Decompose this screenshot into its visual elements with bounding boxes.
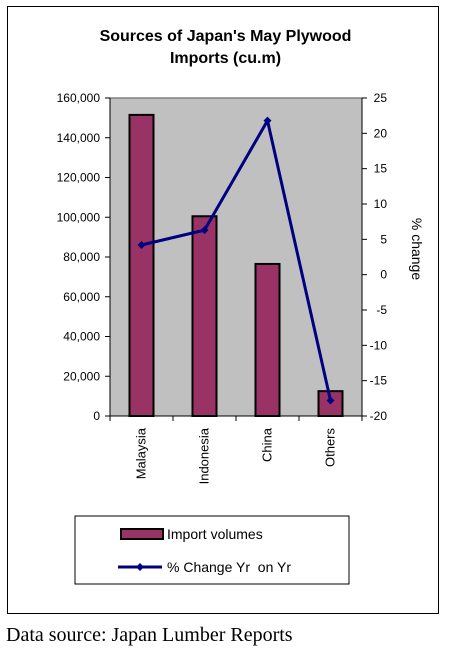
legend — [74, 515, 350, 585]
pct-change-point-china — [263, 116, 272, 125]
bar-malaysia — [128, 113, 155, 418]
x-tick-label-others: Others — [323, 428, 338, 468]
chart-title-line-1: Sources of Japan's May Plywood — [99, 28, 352, 45]
y2-axis-title: % change — [409, 218, 425, 280]
y2-tick-label: -20 — [370, 409, 388, 423]
pct-change-point-others — [326, 396, 335, 405]
y2-tick-label: 5 — [380, 232, 387, 246]
y2-tick-label: 15 — [374, 162, 388, 176]
y2-tick-label: 0 — [380, 268, 387, 282]
chart-title-line-2: Imports (cu.m) — [169, 50, 282, 67]
y-tick-label: 60,000 — [63, 290, 100, 304]
y2-tick-label: 10 — [374, 197, 388, 211]
y-tick-label: 140,000 — [57, 131, 101, 145]
x-tick-label-indonesia: Indonesia — [197, 427, 212, 484]
y2-tick-label: -5 — [376, 303, 387, 317]
pct-change-line — [141, 119, 332, 401]
y-tick-label: 80,000 — [63, 250, 100, 264]
y2-tick-label: 20 — [374, 126, 388, 140]
legend-swatch-bars — [120, 528, 164, 540]
legend-label-bars: Import volumes — [167, 526, 263, 542]
y2-tick-label: 25 — [374, 91, 388, 105]
legend-swatch-marker — [136, 563, 144, 571]
legend-label-line: % Change Yr on Yr — [167, 559, 291, 575]
y2-tick-label: -10 — [370, 338, 388, 352]
pct-change-point-malaysia — [137, 240, 146, 249]
y-tick-label: 20,000 — [63, 369, 100, 383]
pct-change-point-indonesia — [200, 226, 209, 235]
bar-indonesia — [191, 215, 218, 417]
y-tick-label: 0 — [93, 409, 100, 423]
bar-china — [254, 262, 281, 417]
y2-tick-label: -15 — [370, 374, 388, 388]
y-tick-label: 100,000 — [57, 210, 101, 224]
x-tick-label-malaysia: Malaysia — [134, 427, 149, 479]
y-tick-label: 160,000 — [57, 91, 101, 105]
data-source-note: Data source: Japan Lumber Reports — [6, 624, 293, 646]
y-tick-label: 120,000 — [57, 171, 101, 185]
y-tick-label: 40,000 — [63, 330, 100, 344]
x-tick-label-china: China — [260, 427, 275, 462]
